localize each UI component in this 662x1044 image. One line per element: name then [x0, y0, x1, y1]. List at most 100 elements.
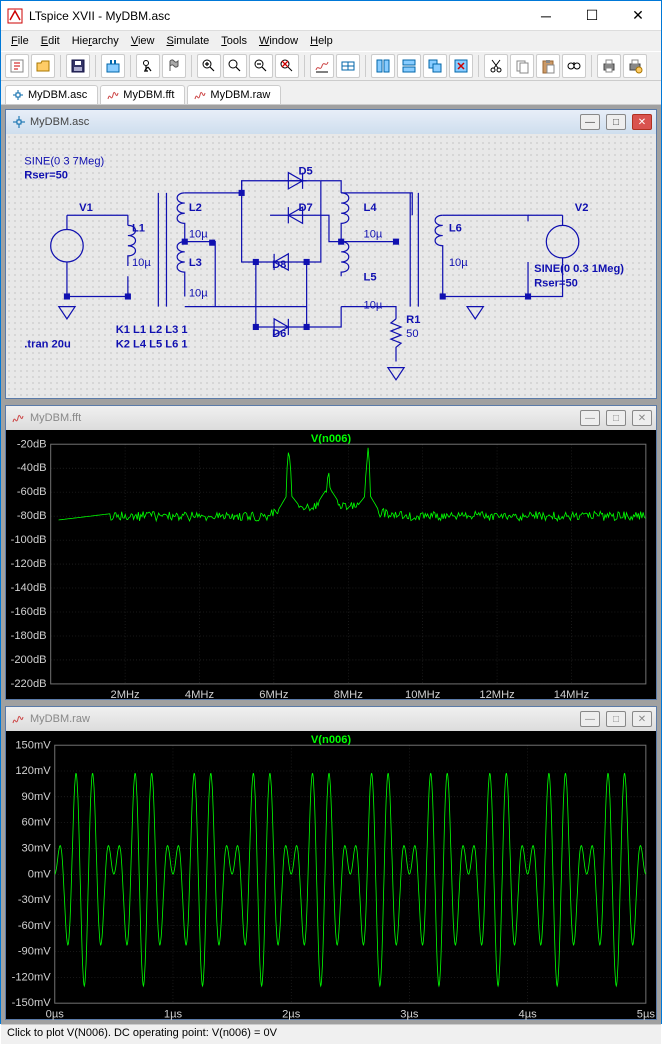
- schematic-window-icon: [12, 115, 26, 129]
- control-panel-icon[interactable]: [101, 54, 125, 78]
- raw-minimize-button[interactable]: —: [580, 711, 600, 727]
- fft-tab-icon: [107, 89, 119, 101]
- menu-help[interactable]: Help: [304, 33, 339, 49]
- zoom-in-icon[interactable]: [197, 54, 221, 78]
- print-setup-icon[interactable]: [623, 54, 647, 78]
- svg-text:0µs: 0µs: [46, 1008, 65, 1020]
- fft-window: MyDBM.fft — □ ✕ V(n006)-20dB-40dB-60dB-8…: [5, 405, 657, 700]
- svg-text:120mV: 120mV: [15, 765, 51, 777]
- V2-label: V2: [575, 202, 589, 214]
- find-icon[interactable]: [562, 54, 586, 78]
- svg-text:4MHz: 4MHz: [185, 689, 215, 701]
- menu-view[interactable]: View: [125, 33, 161, 49]
- menu-edit[interactable]: Edit: [35, 33, 66, 49]
- setup-icon[interactable]: [336, 54, 360, 78]
- schematic-window-titlebar[interactable]: MyDBM.asc — □ ✕: [6, 110, 656, 134]
- svg-text:8MHz: 8MHz: [334, 689, 364, 701]
- mdi-area: MyDBM.asc — □ ✕ SINE(0 3 7Meg) Rser=50 V…: [1, 105, 661, 1024]
- tile-v-icon[interactable]: [397, 54, 421, 78]
- fft-plot[interactable]: V(n006)-20dB-40dB-60dB-80dB-100dB-120dB-…: [6, 430, 656, 699]
- schematic-close-button[interactable]: ✕: [632, 114, 652, 130]
- close-button[interactable]: ✕: [615, 1, 661, 31]
- zoom-out-icon[interactable]: [249, 54, 273, 78]
- new-schematic-icon[interactable]: [5, 54, 29, 78]
- fft-minimize-button[interactable]: —: [580, 410, 600, 426]
- raw-window-icon: [12, 712, 26, 726]
- status-bar: Click to plot V(N006). DC operating poin…: [1, 1024, 661, 1044]
- tab-schematic[interactable]: MyDBM.asc: [5, 85, 98, 104]
- maximize-button[interactable]: ☐: [569, 1, 615, 31]
- svg-text:150mV: 150mV: [15, 739, 51, 751]
- halt-icon[interactable]: [162, 54, 186, 78]
- k1-directive: K1 L1 L2 L3 1: [116, 324, 188, 336]
- raw-close-button[interactable]: ✕: [632, 711, 652, 727]
- window-titlebar: LTspice XVII - MyDBM.asc ─ ☐ ✕: [1, 1, 661, 31]
- fft-window-titlebar[interactable]: MyDBM.fft — □ ✕: [6, 406, 656, 430]
- k2-directive: K2 L4 L5 L6 1: [116, 338, 188, 350]
- menu-window[interactable]: Window: [253, 33, 304, 49]
- schematic-minimize-button[interactable]: —: [580, 114, 600, 130]
- L5-label: L5: [364, 271, 377, 283]
- svg-text:60mV: 60mV: [22, 817, 52, 829]
- src1-line2: Rser=50: [24, 170, 68, 182]
- schematic-canvas[interactable]: SINE(0 3 7Meg) Rser=50 V1 L1 10µ L2 10µ …: [6, 134, 656, 398]
- autorange-icon[interactable]: [310, 54, 334, 78]
- app-icon: [7, 8, 23, 24]
- svg-text:2µs: 2µs: [282, 1008, 301, 1020]
- paste-icon[interactable]: [536, 54, 560, 78]
- svg-text:-160dB: -160dB: [11, 606, 47, 618]
- raw-window: MyDBM.raw — □ ✕ V(n006)150mV120mV90mV60m…: [5, 706, 657, 1020]
- svg-text:-100dB: -100dB: [11, 534, 47, 546]
- L2-val: 10µ: [189, 229, 208, 241]
- svg-text:-30mV: -30mV: [18, 894, 51, 906]
- window-title: LTspice XVII - MyDBM.asc: [29, 9, 523, 23]
- svg-text:30mV: 30mV: [22, 842, 52, 854]
- L1-val: 10µ: [132, 257, 151, 269]
- schematic-maximize-button[interactable]: □: [606, 114, 626, 130]
- cascade-icon[interactable]: [423, 54, 447, 78]
- svg-text:-120mV: -120mV: [12, 971, 52, 983]
- raw-window-titlebar[interactable]: MyDBM.raw — □ ✕: [6, 707, 656, 731]
- svg-text:-200dB: -200dB: [11, 654, 47, 666]
- fft-close-button[interactable]: ✕: [632, 410, 652, 426]
- print-icon[interactable]: [597, 54, 621, 78]
- tab-raw[interactable]: MyDBM.raw: [187, 85, 281, 104]
- tab-fft[interactable]: MyDBM.fft: [100, 85, 185, 104]
- svg-text:-60dB: -60dB: [17, 486, 47, 498]
- menu-tools[interactable]: Tools: [215, 33, 253, 49]
- svg-text:V(n006): V(n006): [311, 433, 352, 445]
- raw-window-title: MyDBM.raw: [30, 713, 90, 725]
- svg-text:6MHz: 6MHz: [259, 689, 289, 701]
- svg-text:3µs: 3µs: [400, 1008, 419, 1020]
- minimize-button[interactable]: ─: [523, 1, 569, 31]
- tile-h-icon[interactable]: [371, 54, 395, 78]
- L1-label: L1: [132, 223, 145, 235]
- raw-plot[interactable]: V(n006)150mV120mV90mV60mV30mV0mV-30mV-60…: [6, 731, 656, 1019]
- pan-icon[interactable]: [223, 54, 247, 78]
- copy-icon[interactable]: [510, 54, 534, 78]
- fft-maximize-button[interactable]: □: [606, 410, 626, 426]
- menu-file[interactable]: File: [5, 33, 35, 49]
- src2-line2: Rser=50: [534, 277, 578, 289]
- menu-simulate[interactable]: Simulate: [160, 33, 215, 49]
- zoom-extents-icon[interactable]: [275, 54, 299, 78]
- menu-hierarchy[interactable]: Hierarchy: [66, 33, 125, 49]
- schematic-window: MyDBM.asc — □ ✕ SINE(0 3 7Meg) Rser=50 V…: [5, 109, 657, 399]
- open-icon[interactable]: [31, 54, 55, 78]
- svg-text:12MHz: 12MHz: [479, 689, 515, 701]
- L3-val: 10µ: [189, 288, 208, 300]
- D5-label: D5: [299, 166, 313, 178]
- raw-maximize-button[interactable]: □: [606, 711, 626, 727]
- V1-label: V1: [79, 202, 93, 214]
- svg-text:-60mV: -60mV: [18, 920, 51, 932]
- cut-icon[interactable]: [484, 54, 508, 78]
- svg-text:-140dB: -140dB: [11, 582, 47, 594]
- L6-val: 10µ: [449, 257, 468, 269]
- L2-label: L2: [189, 202, 202, 214]
- close-all-icon[interactable]: [449, 54, 473, 78]
- run-icon[interactable]: [136, 54, 160, 78]
- svg-text:10MHz: 10MHz: [405, 689, 441, 701]
- svg-text:2MHz: 2MHz: [111, 689, 141, 701]
- save-icon[interactable]: [66, 54, 90, 78]
- raw-tab-icon: [194, 89, 206, 101]
